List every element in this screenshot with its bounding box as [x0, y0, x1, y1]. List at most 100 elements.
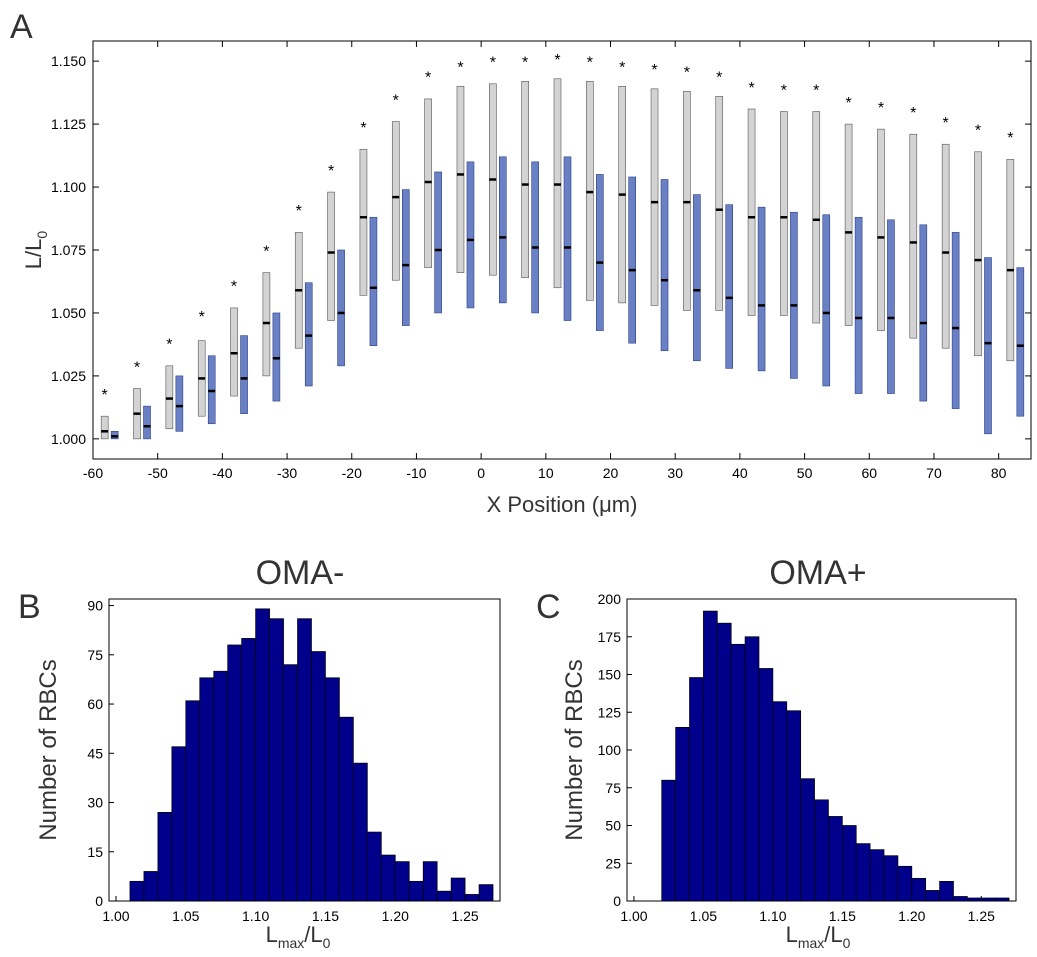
- panel-a-significance-marker: *: [910, 105, 916, 122]
- panel-c-histogram-bar: [939, 881, 954, 902]
- panel-b-y-axis-label: Number of RBCs: [35, 659, 62, 840]
- panel-a-box-oma-plus: [725, 204, 734, 369]
- panel-a-x-tick-label: 40: [732, 465, 748, 481]
- panel-b-x-label-main: L: [266, 922, 278, 947]
- panel-c-title: OMA+: [769, 554, 866, 592]
- panel-b-histogram-bar: [269, 618, 284, 902]
- panel-b-x-label-sub1: max: [278, 935, 304, 951]
- panel-a-box-oma-plus: [887, 219, 895, 394]
- panel-a-box-oma-plus: [951, 232, 960, 409]
- panel-a-box-oma-minus: [877, 128, 885, 331]
- panel-b-histogram-bar: [297, 618, 312, 902]
- panel-a-significance-marker: *: [522, 55, 528, 72]
- panel-c-histogram-bar: [883, 855, 899, 902]
- panel-c-y-tick-label: 25: [605, 855, 621, 871]
- panel-c-y-axis-label: Number of RBCs: [561, 659, 588, 840]
- panel-c-histogram-bar: [786, 710, 802, 902]
- panel-a-significance-marker: *: [296, 203, 302, 220]
- panel-a-box-oma-minus: [715, 96, 724, 311]
- panel-a-chart: -60 -50 -40 -30 -20 -10 0 10 20 30 40 50 60 70 80 1.000…: [21, 40, 1032, 517]
- panel-b-histogram-bar: [394, 861, 410, 902]
- panel-a-x-tick-label: 0: [477, 465, 485, 481]
- panel-a-box-oma-plus: [693, 194, 701, 362]
- panel-b-histogram-bar: [283, 664, 298, 902]
- panel-a-y-tick-label: 1.075: [51, 242, 86, 258]
- panel-b-x-tick-label: 1.05: [172, 908, 199, 924]
- panel-a-y-label-sub: 0: [34, 231, 50, 239]
- panel-a-box-oma-plus: [919, 224, 928, 402]
- panel-c-histogram-bar: [967, 897, 982, 902]
- panel-b-x-tick-label: 1.20: [382, 908, 409, 924]
- panel-a-box-oma-plus: [143, 405, 151, 440]
- panel-a-significance-marker: *: [166, 337, 172, 354]
- panel-b-y-tick-label: 45: [87, 745, 103, 761]
- svg-text:L/L0: L/L0: [21, 231, 50, 270]
- panel-a-significance-marker: *: [587, 55, 593, 72]
- panel-c-x-tick-label: 1.25: [968, 908, 995, 924]
- panel-a-significance-marker: *: [554, 52, 560, 69]
- panel-a-box-oma-plus: [466, 161, 475, 309]
- panel-b-histogram-bar: [478, 884, 494, 902]
- panel-c-y-tick-label: 0: [613, 893, 621, 909]
- panel-b-y-tick-label: 90: [87, 598, 103, 614]
- panel-c-histogram-bar: [925, 890, 940, 902]
- panel-a-y-tick-label: 1.000: [51, 431, 86, 447]
- panel-label-b: B: [18, 588, 41, 626]
- panel-a-box-oma-minus: [100, 415, 109, 440]
- panel-a-box-oma-plus: [401, 189, 410, 326]
- panel-a-box-oma-minus: [327, 191, 335, 321]
- panel-a-box-oma-minus: [391, 121, 400, 281]
- panel-c-y-tick-label: 125: [598, 704, 622, 720]
- panel-a-box-oma-minus: [780, 111, 788, 316]
- panel-a-y-tick-label: 1.100: [51, 179, 86, 195]
- panel-c-x-label-main: L: [786, 922, 798, 947]
- panel-b-histogram-bar: [171, 746, 187, 902]
- panel-c-y-tick-label: 175: [598, 629, 622, 645]
- panel-c-histogram-bar: [758, 668, 774, 902]
- panel-c-histogram-bar: [869, 849, 885, 902]
- panel-b-x-label-sub2: 0: [323, 935, 331, 951]
- panel-b-x-tick-label: 1.25: [451, 908, 478, 924]
- panel-a-x-tick-label: -40: [212, 465, 232, 481]
- panel-b-histogram-bar: [311, 651, 326, 902]
- panel-c-y-tick-label: 50: [605, 818, 621, 834]
- panel-c-histogram-bar: [841, 825, 857, 902]
- panel-a-significance-marker: *: [490, 55, 496, 72]
- panel-a-x-tick-label: -50: [148, 465, 168, 481]
- panel-a-box-oma-plus: [822, 214, 831, 387]
- panel-a-x-tick-label: 60: [861, 465, 877, 481]
- panel-a-box-oma-minus: [359, 148, 368, 296]
- panel-b-chart: OMA- 1.00 1.05 1.10 1.15 1.20 1.25 0 15 30 45 60 75…: [35, 554, 501, 951]
- panel-a-significance-marker: *: [102, 387, 108, 404]
- panel-a-y-tick-label: 1.050: [51, 305, 86, 321]
- panel-c-histogram-bar: [730, 643, 746, 902]
- panel-b-y-tick-label: 60: [87, 696, 103, 712]
- panel-c-chart: OMA+ 1.00 1.05 1.10 1.15 1.20 1.25 0 25 50 75 100 1…: [561, 554, 1017, 951]
- panel-label-a: A: [10, 8, 33, 46]
- panel-a-box-oma-plus: [434, 171, 442, 314]
- panel-a-x-axis-label: X Position (μm): [487, 492, 638, 517]
- panel-a-significance-marker: *: [716, 70, 722, 87]
- panel-a-significance-marker: *: [748, 80, 754, 97]
- panel-a-box-oma-minus: [941, 143, 950, 349]
- panel-a-box-oma-minus: [230, 307, 238, 397]
- panel-c-histogram-bar: [689, 677, 704, 902]
- panel-b-histogram-bar: [436, 890, 452, 902]
- panel-b-y-tick-label: 0: [95, 893, 103, 909]
- panel-a-box-oma-plus: [563, 156, 572, 321]
- panel-a-box-oma-plus: [854, 216, 863, 394]
- panel-b-x-axis-label: Lmax/L0: [266, 922, 331, 951]
- panel-a-y-tick-label: 1.150: [51, 53, 86, 69]
- panel-label-c: C: [536, 588, 561, 626]
- panel-a-x-tick-label: 80: [991, 465, 1007, 481]
- panel-a-box-oma-minus: [909, 133, 918, 339]
- panel-b-histogram-bar: [366, 831, 382, 902]
- panel-c-histogram-bar: [800, 778, 815, 902]
- panel-b-histogram-bar: [255, 608, 270, 902]
- panel-a-box-oma-minus: [812, 111, 821, 324]
- panel-a-significance-marker: *: [393, 92, 399, 109]
- panel-c-y-tick-label: 150: [598, 667, 622, 683]
- panel-a-box-oma-minus: [521, 80, 529, 278]
- panel-b-histogram-bar: [241, 638, 256, 902]
